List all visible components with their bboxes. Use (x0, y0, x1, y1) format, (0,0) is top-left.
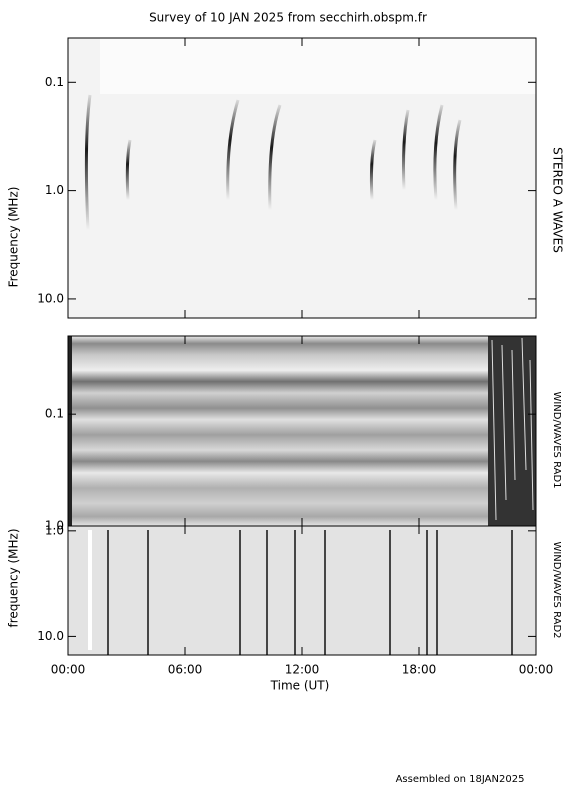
x-axis-label: Time (UT) (270, 679, 330, 693)
y-axis-label: Frequency (MHz) (7, 187, 21, 288)
panel-label: WIND/WAVES RAD2 (551, 541, 562, 638)
y-tick-label: 0.1 (45, 75, 64, 89)
y-tick-label: 0.1 (45, 407, 64, 421)
x-tick-label: 06:00 (168, 663, 203, 677)
y-tick-label: 1.0 (45, 519, 64, 533)
y-tick-label: 1.0 (45, 523, 64, 537)
panel-label: STEREO A WAVES (551, 147, 565, 253)
y-axis-label: frequency (MHz) (7, 528, 21, 627)
y-tick-label: 10.0 (37, 629, 64, 643)
spectrogram-image (68, 38, 536, 655)
y-tick-label: 10.0 (37, 291, 64, 305)
x-tick-label: 18:00 (402, 663, 437, 677)
chart-title: Survey of 10 JAN 2025 from secchirh.obsp… (149, 11, 427, 25)
footer: Assembled on 18JAN2025 (396, 774, 525, 785)
panel-label: WIND/WAVES RAD1 (551, 391, 562, 488)
x-tick-label: 00:00 (51, 663, 86, 677)
x-tick-label: 12:00 (285, 663, 320, 677)
x-tick-label: 00:00 (519, 663, 554, 677)
y-tick-label: 1.0 (45, 183, 64, 197)
